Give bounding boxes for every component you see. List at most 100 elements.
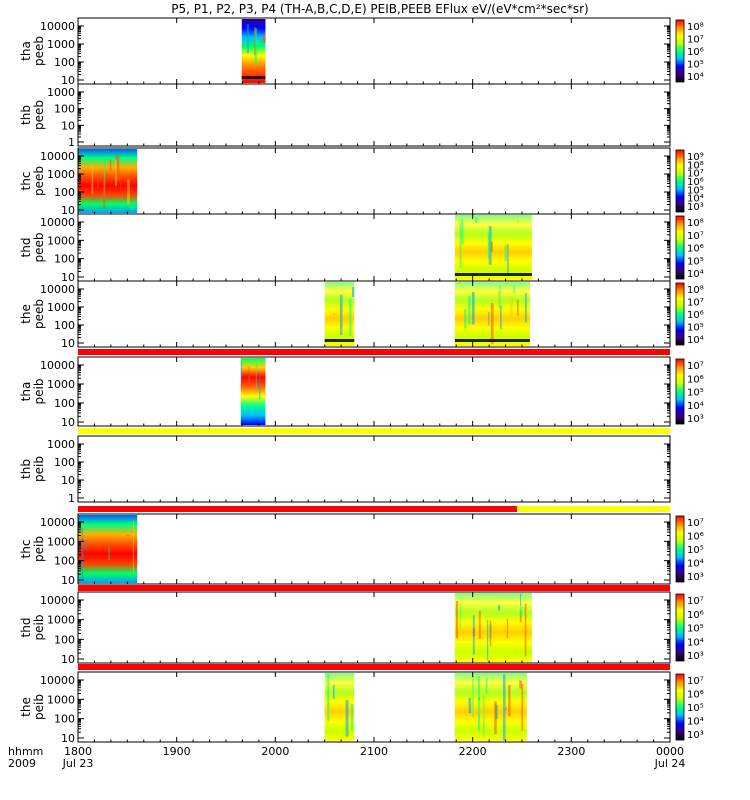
heatmap-streak bbox=[505, 707, 507, 711]
y-tick-label: 10 bbox=[61, 204, 75, 217]
heatmap-streak bbox=[96, 174, 99, 188]
heatmap-block-the-peib-0 bbox=[324, 673, 355, 741]
flag-segment-red bbox=[78, 585, 670, 591]
colorbar-label: 10⁷ bbox=[687, 169, 704, 180]
flag-segment-red bbox=[78, 349, 670, 355]
y-tick-label: 1000 bbox=[47, 38, 75, 51]
y-tick-label: 100 bbox=[54, 555, 75, 568]
heatmap-block-thc-peib-0 bbox=[78, 515, 138, 583]
y-tick-label: 100 bbox=[54, 253, 75, 266]
colorbar-label: 10⁶ bbox=[687, 177, 704, 188]
colorbar-label: 10⁵ bbox=[687, 545, 704, 556]
heatmap-streak bbox=[485, 678, 488, 694]
colorbar bbox=[675, 358, 685, 425]
colorbar bbox=[675, 282, 685, 346]
colorbar-label: 10⁵ bbox=[687, 624, 704, 635]
colorbar-label: 10⁹ bbox=[687, 152, 704, 163]
heatmap-streak bbox=[332, 684, 335, 699]
heatmap-streak bbox=[349, 298, 352, 336]
heatmap-streak bbox=[103, 157, 106, 199]
colorbar-label: 10⁶ bbox=[687, 610, 704, 621]
flag-segment-red bbox=[78, 506, 518, 512]
colorbar-label: 10⁴ bbox=[687, 717, 704, 728]
heatmap-streak bbox=[478, 610, 481, 639]
heatmap-streak bbox=[467, 295, 471, 325]
y-tick-label: 1000 bbox=[47, 86, 75, 99]
flag-segment-red bbox=[78, 664, 670, 670]
panel-instrument-label: peib bbox=[32, 694, 46, 720]
heatmap-streak bbox=[468, 697, 472, 714]
sc-potential-line bbox=[241, 76, 266, 79]
colorbar-label: 10⁵ bbox=[687, 388, 704, 399]
panel-instrument-label: peeb bbox=[32, 166, 46, 196]
heatmap-streak bbox=[472, 615, 475, 655]
colorbar-label: 10⁸ bbox=[687, 160, 704, 171]
y-tick-label: 1 bbox=[68, 136, 75, 149]
heatmap-block-thd-peib-0 bbox=[454, 593, 532, 662]
heatmap-streak bbox=[255, 361, 257, 393]
time-axis-label-year: 2009 bbox=[8, 757, 36, 770]
heatmap-streak bbox=[254, 28, 258, 65]
x-tick-date: Jul 24 bbox=[654, 757, 686, 770]
y-tick-label: 1000 bbox=[47, 535, 75, 548]
colorbar-label: 10⁷ bbox=[687, 596, 704, 607]
heatmap-streak bbox=[115, 159, 117, 187]
quality-flag-bars bbox=[78, 349, 670, 670]
colorbar-label: 10⁶ bbox=[687, 310, 704, 321]
panel-frame bbox=[77, 213, 671, 282]
heatmap-streak bbox=[477, 675, 481, 731]
y-tick-label: 1000 bbox=[47, 693, 75, 706]
heatmap-streak bbox=[487, 620, 489, 661]
colorbar-label: 10⁷ bbox=[687, 676, 704, 687]
y-tick-label: 100 bbox=[54, 633, 75, 646]
panel-instrument-label: peib bbox=[32, 456, 46, 482]
colorbar bbox=[675, 593, 685, 662]
heatmap-streak bbox=[506, 618, 509, 639]
heatmap-streak bbox=[262, 33, 266, 43]
time-axis-label-hhmm: hhmm bbox=[8, 745, 43, 758]
heatmap-streak bbox=[345, 699, 349, 737]
colorbar bbox=[675, 149, 685, 213]
panel-thb-peib: 1000 100 10 1 thb peib bbox=[19, 435, 671, 505]
panel-instrument-label: peeb bbox=[32, 233, 46, 263]
colorbar bbox=[675, 215, 685, 280]
heatmap-streak bbox=[103, 181, 106, 210]
y-tick-label: 10000 bbox=[40, 516, 75, 529]
panel-instrument-label: peib bbox=[32, 615, 46, 641]
colorbar-label: 10⁸ bbox=[687, 218, 704, 229]
x-tick-label: 2000 bbox=[261, 745, 289, 758]
y-tick-label: 10000 bbox=[40, 20, 75, 33]
heatmap-streak bbox=[488, 311, 490, 326]
heatmap-streak bbox=[109, 159, 112, 172]
colorbar-label: 10⁴ bbox=[687, 72, 704, 83]
panel-thb-peeb: 1000 100 10 1 thb peeb bbox=[19, 83, 671, 149]
x-tick-label: 2200 bbox=[459, 745, 487, 758]
panel-frame bbox=[77, 513, 671, 585]
heatmap-streak bbox=[502, 674, 506, 741]
panel-frame bbox=[77, 17, 671, 85]
colorbar-label: 10⁶ bbox=[687, 374, 704, 385]
panel-frame bbox=[77, 280, 671, 348]
heatmap-streak bbox=[247, 376, 250, 387]
flag-segment-yellow bbox=[78, 428, 670, 434]
colorbar-label: 10⁴ bbox=[687, 559, 704, 570]
panel-probe-label: thd bbox=[19, 238, 33, 258]
y-tick-label: 100 bbox=[54, 397, 75, 410]
heatmap-streak bbox=[509, 296, 513, 319]
heatmap-streak bbox=[521, 684, 524, 732]
heatmap-streak bbox=[524, 603, 527, 657]
colorbar-label: 10⁷ bbox=[687, 518, 704, 529]
y-tick-label: 100 bbox=[54, 319, 75, 332]
heatmap-streak bbox=[507, 244, 509, 274]
heatmap-streak bbox=[517, 219, 520, 224]
y-tick-label: 1000 bbox=[47, 168, 75, 181]
heatmap-streak bbox=[259, 376, 261, 400]
y-tick-label: 100 bbox=[54, 56, 75, 69]
heatmap-streak bbox=[508, 685, 511, 717]
panel-instrument-label: peib bbox=[32, 379, 46, 405]
heatmap-streak bbox=[499, 284, 501, 308]
heatmap-streak bbox=[519, 610, 522, 623]
